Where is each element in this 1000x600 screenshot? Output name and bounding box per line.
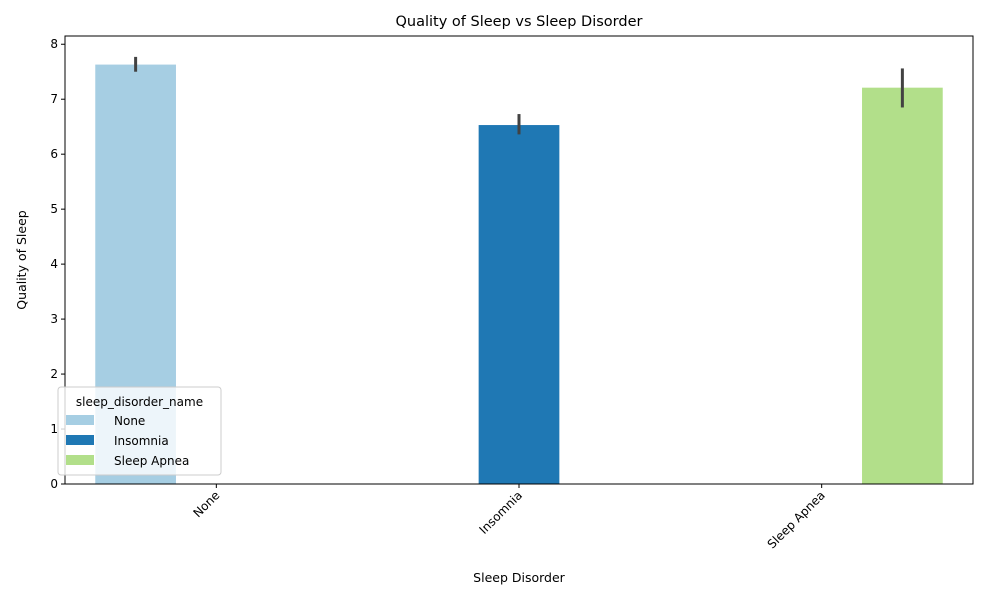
y-tick-label: 2 [50,367,58,381]
bars-layer [95,64,943,485]
legend-label: Sleep Apnea [114,454,189,468]
y-tick-label: 3 [50,312,58,326]
chart-title: Quality of Sleep vs Sleep Disorder [396,14,643,30]
x-tick-label: None [190,488,222,520]
legend-swatch [66,435,94,445]
legend-label: Insomnia [114,434,169,448]
y-axis-label: Quality of Sleep [14,210,29,309]
x-axis: None Insomnia Sleep Apnea [190,484,828,551]
x-axis-label: Sleep Disorder [473,570,565,585]
plot-frame [64,35,974,485]
bar-insomnia [478,125,560,485]
y-tick-label: 7 [50,92,58,106]
x-tick-label: Insomnia [477,488,526,537]
bar-sleep-apnea [862,87,943,484]
y-tick-label: 1 [50,422,58,436]
legend: sleep_disorder_name None Insomnia Sleep Apn… [57,386,222,476]
legend-swatch [66,455,94,465]
y-tick-label: 4 [50,257,58,271]
y-tick-label: 6 [50,147,58,161]
legend-swatch [66,415,94,425]
legend-title: sleep_disorder_name [76,395,203,409]
errorbars-layer [134,56,904,135]
y-tick-label: 5 [50,202,58,216]
y-tick-label: 8 [50,37,58,51]
x-tick-label: Sleep Apnea [765,488,828,551]
legend-box [57,386,222,476]
legend-label: None [114,414,145,428]
y-tick-label: 0 [50,477,58,491]
